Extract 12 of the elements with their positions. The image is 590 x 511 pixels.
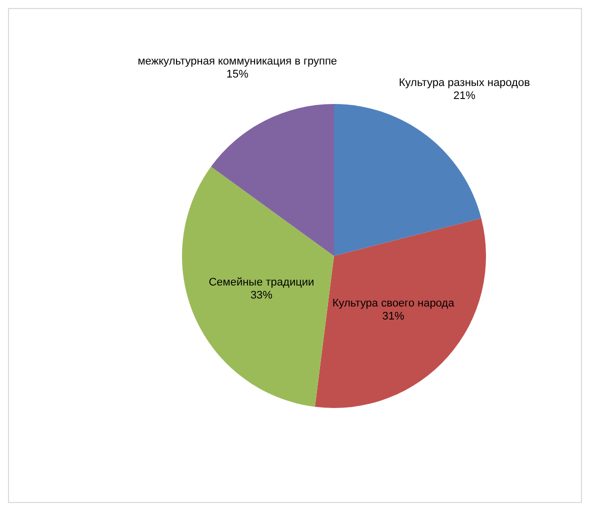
slice-label: Культура своего народа <box>332 297 456 310</box>
pie-slice <box>334 104 482 256</box>
slice-label: Семейные традиции <box>208 276 314 288</box>
pie-slice <box>182 166 334 407</box>
slice-label: межкультурная коммуникация в группе <box>138 55 338 68</box>
data-label: 31% <box>382 310 405 322</box>
data-label: 33% <box>250 289 273 302</box>
pie-slice <box>314 218 486 408</box>
slice-label: Культура разных народов <box>398 76 530 89</box>
data-label: 21% <box>453 90 476 102</box>
pie-slice <box>211 104 334 256</box>
data-label: 15% <box>226 68 249 80</box>
